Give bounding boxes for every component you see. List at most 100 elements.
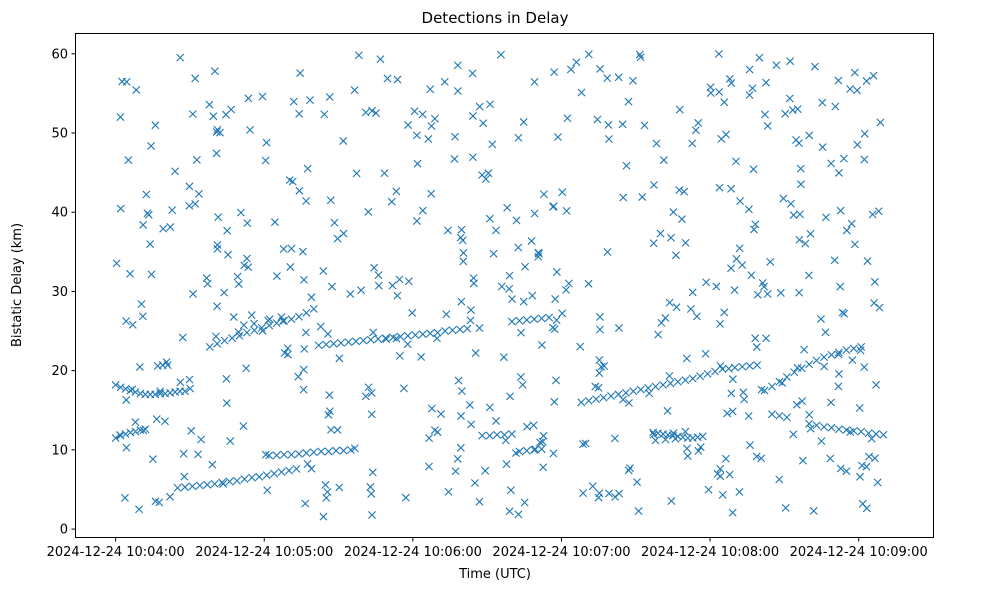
data-point <box>715 183 724 192</box>
data-point <box>366 335 375 344</box>
data-point <box>303 164 312 173</box>
data-point <box>625 464 634 473</box>
y-tick-label: 40 <box>51 206 68 221</box>
data-point <box>255 472 264 481</box>
data-point <box>139 220 148 229</box>
data-point <box>758 279 767 288</box>
data-point <box>272 272 281 281</box>
data-point <box>694 118 703 127</box>
data-point <box>702 278 711 287</box>
data-point <box>118 77 127 86</box>
data-point <box>367 489 376 498</box>
data-point <box>806 424 815 433</box>
data-point <box>624 398 633 407</box>
data-point <box>173 483 182 492</box>
data-point <box>618 120 627 129</box>
data-point <box>522 446 531 455</box>
data-point <box>634 507 643 516</box>
data-point <box>831 102 840 111</box>
data-point <box>614 73 623 82</box>
data-point <box>834 425 843 434</box>
data-point <box>285 466 294 475</box>
data-point <box>595 369 604 378</box>
data-point <box>651 436 660 445</box>
data-point <box>763 290 772 298</box>
data-point <box>864 429 873 438</box>
data-point <box>222 374 231 383</box>
data-point <box>306 96 314 105</box>
data-point <box>738 362 747 371</box>
data-point <box>518 380 527 389</box>
data-point <box>872 380 881 389</box>
data-point <box>588 482 597 491</box>
data-point <box>545 313 554 322</box>
data-point <box>725 470 734 479</box>
data-point <box>475 102 484 111</box>
data-point <box>330 218 339 227</box>
data-point <box>551 295 560 304</box>
data-point <box>577 88 586 97</box>
data-point <box>188 482 197 491</box>
data-point <box>649 430 658 439</box>
data-point <box>294 449 303 458</box>
data-point <box>712 282 721 291</box>
data-point <box>359 336 368 345</box>
data-point <box>142 190 151 199</box>
data-point <box>213 244 222 253</box>
data-point <box>176 378 185 387</box>
data-point <box>168 206 177 215</box>
data-point <box>401 493 410 502</box>
data-point <box>370 263 379 272</box>
data-point <box>301 499 310 508</box>
data-point <box>366 482 375 491</box>
data-point <box>558 309 567 318</box>
data-point <box>782 373 791 381</box>
data-point <box>116 383 125 392</box>
data-point <box>879 430 888 439</box>
data-point <box>272 451 281 460</box>
data-point <box>228 334 237 343</box>
data-point <box>688 288 697 297</box>
data-point <box>735 244 744 253</box>
data-point <box>418 110 427 119</box>
data-point <box>433 334 441 343</box>
data-point <box>870 299 879 308</box>
data-point <box>514 243 523 252</box>
data-point <box>594 383 603 392</box>
data-point <box>111 433 120 442</box>
data-point <box>261 156 270 165</box>
data-point <box>383 74 392 83</box>
data-point <box>640 121 649 130</box>
data-point <box>863 257 872 266</box>
data-point <box>731 157 740 166</box>
data-point <box>296 69 305 78</box>
data-point <box>715 87 724 96</box>
data-point <box>870 277 879 286</box>
data-point <box>507 430 516 439</box>
data-point <box>307 293 316 302</box>
data-point <box>842 226 851 235</box>
x-tick-label: 2024-12-24 10:08:00 <box>641 545 779 560</box>
data-point <box>131 427 140 436</box>
data-point <box>842 426 851 435</box>
data-point <box>302 196 311 205</box>
data-point <box>459 248 468 257</box>
x-tick-label: 2024-12-24 10:06:00 <box>344 545 482 560</box>
data-point <box>325 391 334 400</box>
data-point <box>862 462 871 471</box>
data-point <box>427 189 436 198</box>
data-point <box>593 115 602 124</box>
data-point <box>749 225 758 234</box>
data-point <box>179 449 188 458</box>
data-point <box>361 108 370 117</box>
data-point <box>519 297 528 306</box>
plot-frame <box>75 33 934 538</box>
y-tick-label: 60 <box>51 47 68 62</box>
data-point <box>374 334 383 343</box>
data-point <box>322 493 331 502</box>
data-point <box>309 448 318 457</box>
data-point <box>333 234 342 243</box>
data-point <box>448 326 457 335</box>
data-point <box>876 118 885 127</box>
